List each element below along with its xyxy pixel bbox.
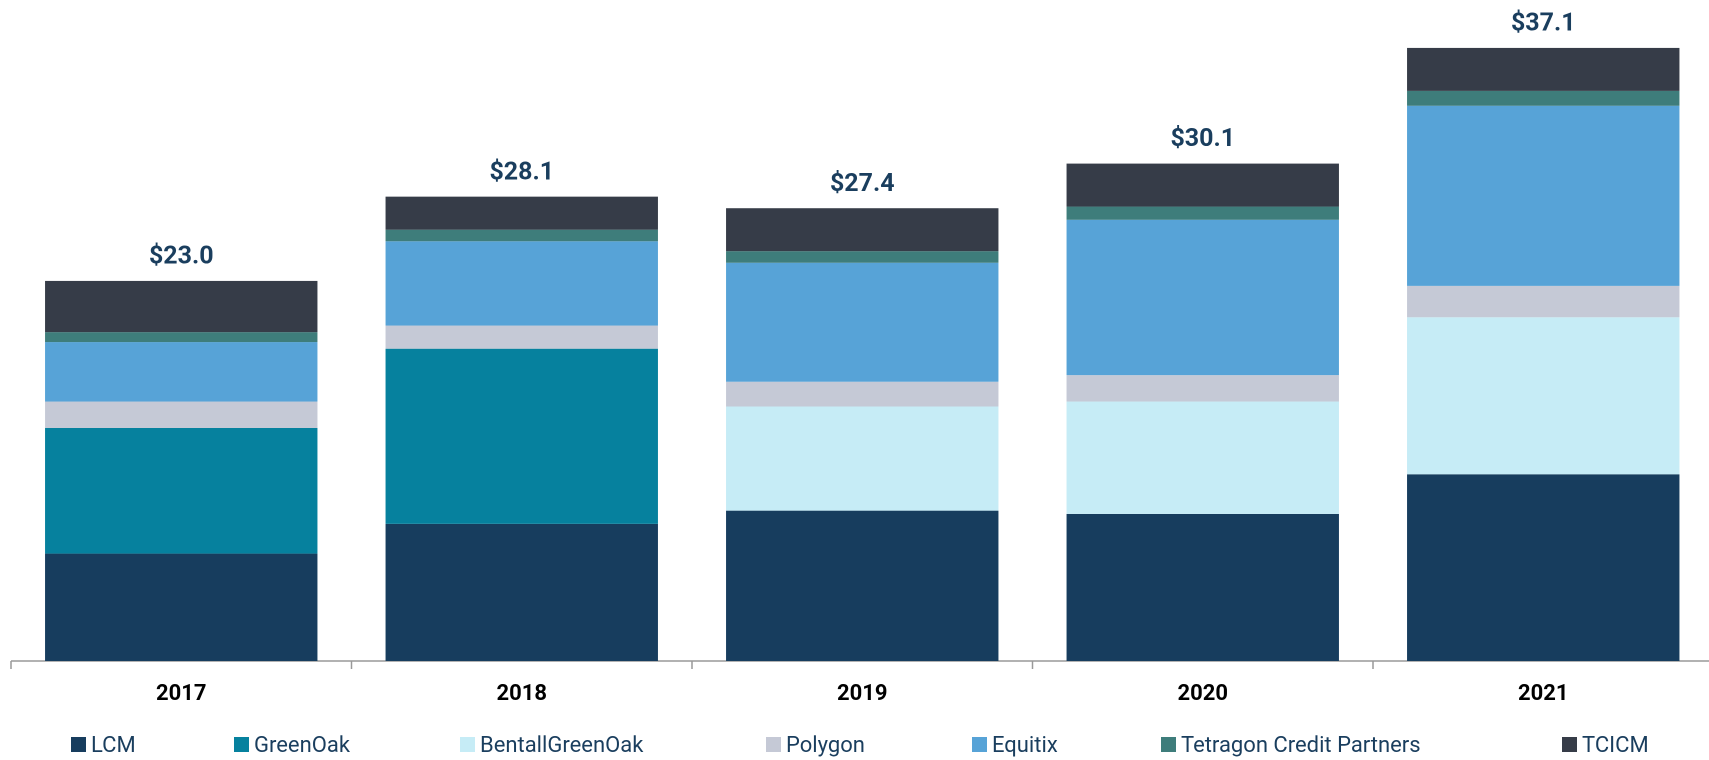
total-label: $37.1 bbox=[1511, 9, 1576, 38]
bar-segment bbox=[1066, 219, 1339, 376]
bar-segment bbox=[726, 262, 999, 382]
total-label: $23.0 bbox=[149, 242, 214, 271]
bar-segment bbox=[1407, 317, 1680, 475]
bar-segment bbox=[1066, 375, 1339, 402]
bar-segment bbox=[1407, 285, 1680, 318]
legend-swatch bbox=[234, 737, 249, 752]
legend-label: GreenOak bbox=[254, 733, 351, 758]
bar-segment bbox=[385, 523, 658, 661]
bar-segment bbox=[726, 381, 999, 407]
bar-segment bbox=[385, 229, 658, 242]
legend-swatch bbox=[766, 737, 781, 752]
legend-swatch bbox=[71, 737, 86, 752]
bar-segment bbox=[45, 401, 318, 428]
x-tick-label: 2019 bbox=[837, 681, 888, 706]
bar-segment bbox=[1407, 474, 1680, 661]
bar-segment bbox=[1066, 513, 1339, 661]
bar-segment bbox=[45, 332, 318, 343]
bar-segment bbox=[45, 553, 318, 661]
legend-label: Equitix bbox=[992, 733, 1058, 758]
bar-segment bbox=[726, 510, 999, 661]
bar-segment bbox=[45, 280, 318, 333]
bar-segment bbox=[385, 348, 658, 524]
bar-segment bbox=[385, 196, 658, 230]
legend-label: BentallGreenOak bbox=[480, 733, 644, 758]
total-label: $27.4 bbox=[830, 169, 895, 198]
bar-segment bbox=[45, 427, 318, 554]
bar-segment bbox=[1407, 105, 1680, 286]
legend-label: Polygon bbox=[786, 733, 865, 758]
x-tick-label: 2017 bbox=[156, 681, 207, 706]
legend-swatch bbox=[972, 737, 987, 752]
bar-segment bbox=[1066, 206, 1339, 220]
bar-segment bbox=[385, 241, 658, 326]
legend-swatch bbox=[1562, 737, 1577, 752]
x-tick-label: 2020 bbox=[1178, 681, 1229, 706]
legend-swatch bbox=[460, 737, 475, 752]
bar-segment bbox=[726, 406, 999, 511]
bar-segment bbox=[726, 208, 999, 252]
bar-segment bbox=[1407, 90, 1680, 106]
legend-label: LCM bbox=[91, 733, 136, 758]
x-tick-label: 2018 bbox=[497, 681, 548, 706]
legend-label: TCICM bbox=[1582, 733, 1649, 758]
bar-segment bbox=[1066, 163, 1339, 207]
bar-segment bbox=[1066, 401, 1339, 514]
total-label: $30.1 bbox=[1170, 124, 1235, 153]
total-label: $28.1 bbox=[489, 157, 554, 186]
x-tick-label: 2021 bbox=[1518, 681, 1569, 706]
bar-segment bbox=[726, 251, 999, 263]
bar-segment bbox=[1407, 47, 1680, 91]
bar-segment bbox=[385, 325, 658, 349]
bar-segment bbox=[45, 342, 318, 402]
legend-swatch bbox=[1161, 737, 1176, 752]
legend-label: Tetragon Credit Partners bbox=[1181, 733, 1421, 758]
